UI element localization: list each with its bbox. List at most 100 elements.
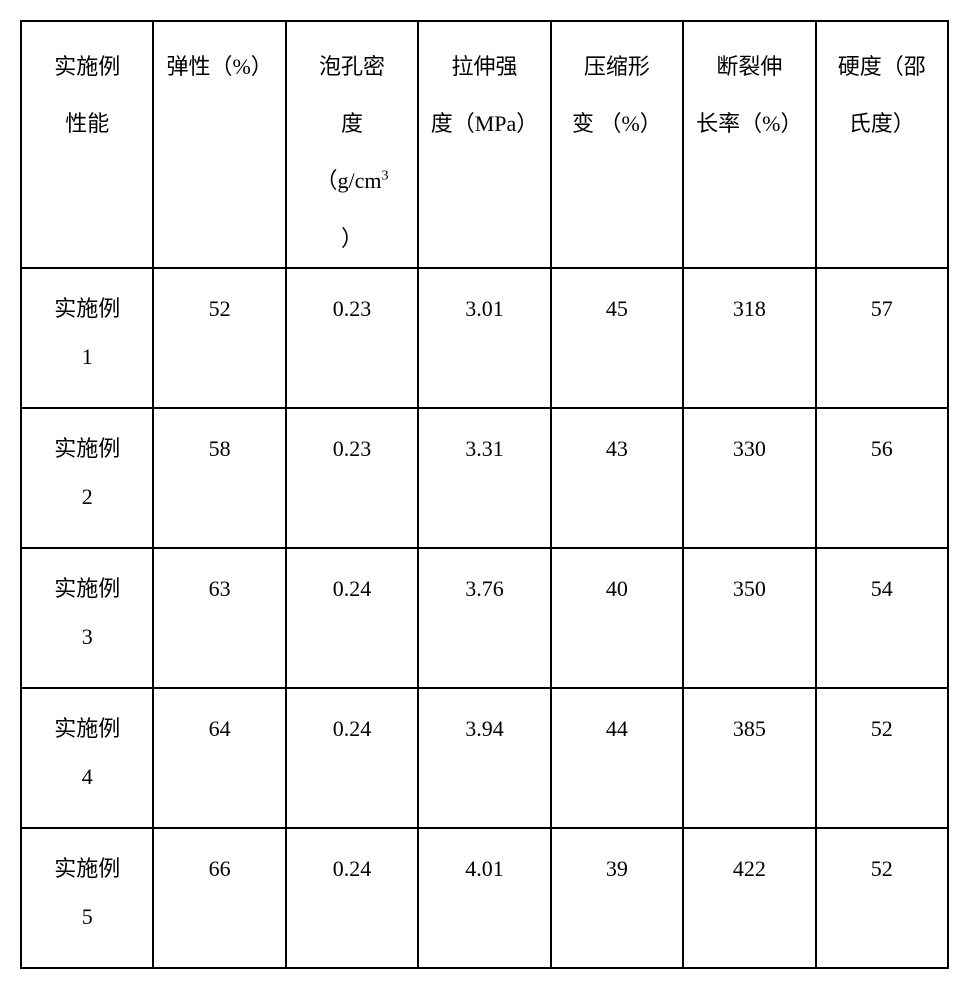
cell: 66 [153, 828, 285, 968]
cell-text: 350 [733, 576, 766, 601]
table-row: 实施例 3 63 0.24 3.76 40 350 54 [21, 548, 948, 688]
cell-text: 实施例 [54, 576, 120, 601]
cell: 0.24 [286, 688, 418, 828]
hdr-text: 拉伸强 [451, 54, 517, 79]
hdr-text: 长率（%） [696, 111, 802, 136]
cell-text: 3.94 [465, 716, 504, 741]
hdr-text: 弹性（%） [166, 54, 272, 79]
cell-text: 3.31 [465, 436, 504, 461]
cell: 385 [683, 688, 815, 828]
cell: 3.01 [418, 268, 550, 408]
cell: 43 [551, 408, 683, 548]
cell: 56 [816, 408, 948, 548]
cell-text: 66 [209, 856, 231, 881]
cell-text: 0.24 [333, 856, 372, 881]
cell: 52 [816, 688, 948, 828]
cell: 3.94 [418, 688, 550, 828]
hdr-text: ） [341, 226, 363, 251]
cell-text: 330 [733, 436, 766, 461]
cell-text: 63 [209, 576, 231, 601]
cell: 0.23 [286, 408, 418, 548]
cell-text: 318 [733, 296, 766, 321]
data-table-container: 实施例 性能 弹性（%） 泡孔密 度 （g/cm3 ） [20, 20, 949, 969]
hdr-text: 性能 [65, 111, 109, 136]
cell-text: 45 [606, 296, 628, 321]
row-label-cell: 实施例 2 [21, 408, 153, 548]
table-row: 实施例 5 66 0.24 4.01 39 422 52 [21, 828, 948, 968]
cell-text: 56 [871, 436, 893, 461]
hdr-sup: 3 [382, 169, 389, 184]
col-header-density: 泡孔密 度 （g/cm3 ） [286, 21, 418, 268]
cell: 52 [816, 828, 948, 968]
cell: 64 [153, 688, 285, 828]
cell-text: 54 [871, 576, 893, 601]
col-header-elongation: 断裂伸 长率（%） [683, 21, 815, 268]
cell: 330 [683, 408, 815, 548]
cell: 350 [683, 548, 815, 688]
table-row: 实施例 2 58 0.23 3.31 43 330 56 [21, 408, 948, 548]
cell-text: 5 [82, 904, 93, 929]
hdr-text: 压缩形 [584, 54, 650, 79]
cell: 57 [816, 268, 948, 408]
cell-text: 2 [82, 484, 93, 509]
cell: 39 [551, 828, 683, 968]
cell-text: 0.23 [333, 436, 372, 461]
cell-text: 3.76 [465, 576, 504, 601]
cell-text: 385 [733, 716, 766, 741]
hdr-text: 氏度） [849, 111, 915, 136]
cell-text: 44 [606, 716, 628, 741]
cell: 52 [153, 268, 285, 408]
cell-text: 57 [871, 296, 893, 321]
hdr-text: 度（MPa） [431, 111, 539, 136]
col-header-elasticity: 弹性（%） [153, 21, 285, 268]
hdr-text: 实施例 [54, 54, 120, 79]
cell-text: 实施例 [54, 856, 120, 881]
cell-text: 40 [606, 576, 628, 601]
cell: 54 [816, 548, 948, 688]
col-header-tensile: 拉伸强 度（MPa） [418, 21, 550, 268]
data-table: 实施例 性能 弹性（%） 泡孔密 度 （g/cm3 ） [20, 20, 949, 969]
cell-text: 实施例 [54, 296, 120, 321]
cell: 63 [153, 548, 285, 688]
cell: 58 [153, 408, 285, 548]
table-row: 实施例 1 52 0.23 3.01 45 318 57 [21, 268, 948, 408]
cell: 0.23 [286, 268, 418, 408]
cell-text: 52 [209, 296, 231, 321]
cell: 40 [551, 548, 683, 688]
cell: 3.31 [418, 408, 550, 548]
cell-text: 0.24 [333, 576, 372, 601]
cell: 318 [683, 268, 815, 408]
hdr-text: 硬度（邵 [838, 54, 926, 79]
cell-text: 43 [606, 436, 628, 461]
cell: 422 [683, 828, 815, 968]
cell-text: 4 [82, 764, 93, 789]
cell-text: 1 [82, 344, 93, 369]
cell-text: 39 [606, 856, 628, 881]
cell: 3.76 [418, 548, 550, 688]
hdr-text: （g/cm [316, 168, 382, 193]
hdr-text: 泡孔密 [319, 54, 385, 79]
cell: 44 [551, 688, 683, 828]
cell: 0.24 [286, 828, 418, 968]
cell-text: 4.01 [465, 856, 504, 881]
col-header-hardness: 硬度（邵 氏度） [816, 21, 948, 268]
cell-text: 52 [871, 856, 893, 881]
row-label-cell: 实施例 5 [21, 828, 153, 968]
cell: 45 [551, 268, 683, 408]
hdr-text: 断裂伸 [716, 54, 782, 79]
table-row: 实施例 4 64 0.24 3.94 44 385 52 [21, 688, 948, 828]
hdr-text: 变 （%） [572, 111, 662, 136]
col-header-compression: 压缩形 变 （%） [551, 21, 683, 268]
table-header-row: 实施例 性能 弹性（%） 泡孔密 度 （g/cm3 ） [21, 21, 948, 268]
hdr-text: 度 [341, 111, 363, 136]
table-body: 实施例 1 52 0.23 3.01 45 318 57 实施例 2 [21, 268, 948, 968]
cell: 0.24 [286, 548, 418, 688]
cell-text: 0.23 [333, 296, 372, 321]
cell-text: 实施例 [54, 436, 120, 461]
row-label-cell: 实施例 4 [21, 688, 153, 828]
cell-text: 64 [209, 716, 231, 741]
cell-text: 422 [733, 856, 766, 881]
row-label-cell: 实施例 3 [21, 548, 153, 688]
cell-text: 52 [871, 716, 893, 741]
row-label-cell: 实施例 1 [21, 268, 153, 408]
